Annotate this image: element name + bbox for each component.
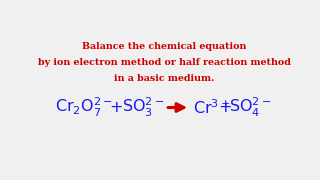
Text: $\rm Cr^{3+}$: $\rm Cr^{3+}$ [193,98,230,117]
Text: $+$: $+$ [109,100,123,115]
Text: $\rm SO_3^{2-}$: $\rm SO_3^{2-}$ [122,96,164,119]
Text: in a basic medium.: in a basic medium. [114,74,214,83]
Text: Balance the chemical equation: Balance the chemical equation [82,42,246,51]
Text: by ion electron method or half reaction method: by ion electron method or half reaction … [37,58,291,67]
Text: $\rm Cr_2O_7^{2-}$: $\rm Cr_2O_7^{2-}$ [55,96,113,119]
Text: $+$: $+$ [218,100,232,115]
Text: $\rm SO_4^{2-}$: $\rm SO_4^{2-}$ [229,96,271,119]
